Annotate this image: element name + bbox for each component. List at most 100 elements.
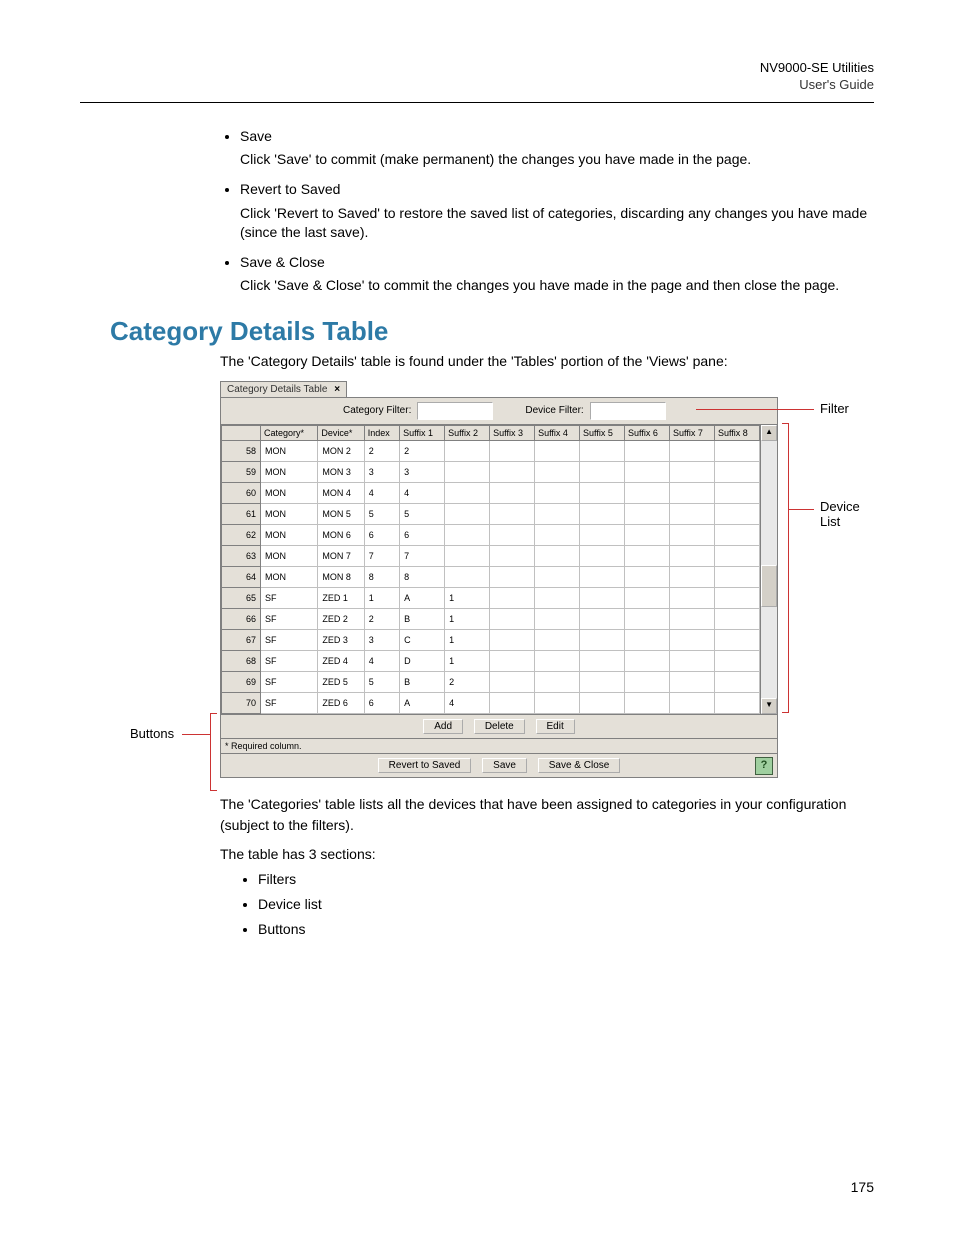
table-row[interactable]: 70SFZED 66A4: [222, 692, 760, 713]
cell[interactable]: [580, 545, 625, 566]
cell[interactable]: ZED 2: [318, 608, 364, 629]
cell[interactable]: SF: [261, 692, 318, 713]
cell[interactable]: 8: [364, 566, 399, 587]
save-button[interactable]: Save: [482, 758, 527, 773]
cell[interactable]: [669, 671, 714, 692]
cell[interactable]: [714, 671, 759, 692]
cell[interactable]: [580, 692, 625, 713]
cell[interactable]: MON: [261, 482, 318, 503]
table-row[interactable]: 59MONMON 333: [222, 461, 760, 482]
help-icon[interactable]: ?: [755, 757, 773, 775]
cell[interactable]: [445, 566, 490, 587]
table-row[interactable]: 60MONMON 444: [222, 482, 760, 503]
cell[interactable]: 3: [364, 461, 399, 482]
cell[interactable]: MON 3: [318, 461, 364, 482]
cell[interactable]: [625, 440, 670, 461]
cell[interactable]: [490, 503, 535, 524]
cell[interactable]: [625, 671, 670, 692]
cell[interactable]: [445, 482, 490, 503]
cell[interactable]: [490, 671, 535, 692]
cell[interactable]: 2: [400, 440, 445, 461]
cell[interactable]: [580, 629, 625, 650]
cell[interactable]: [535, 629, 580, 650]
cell[interactable]: [669, 440, 714, 461]
cell[interactable]: 5: [400, 503, 445, 524]
cell[interactable]: 1: [364, 587, 399, 608]
cell[interactable]: [714, 440, 759, 461]
cell[interactable]: [490, 440, 535, 461]
cell[interactable]: [714, 587, 759, 608]
cell[interactable]: MON: [261, 440, 318, 461]
cell[interactable]: [535, 545, 580, 566]
cell[interactable]: [580, 608, 625, 629]
cell[interactable]: MON: [261, 461, 318, 482]
cell[interactable]: [669, 482, 714, 503]
cell[interactable]: [580, 587, 625, 608]
cell[interactable]: [625, 692, 670, 713]
cell[interactable]: [535, 692, 580, 713]
cell[interactable]: [625, 566, 670, 587]
scroll-up-icon[interactable]: ▲: [761, 425, 777, 441]
cell[interactable]: [669, 461, 714, 482]
cell[interactable]: [535, 671, 580, 692]
scroll-down-icon[interactable]: ▼: [761, 698, 777, 714]
cell[interactable]: [535, 440, 580, 461]
cell[interactable]: 4: [364, 650, 399, 671]
table-row[interactable]: 68SFZED 44D1: [222, 650, 760, 671]
cell[interactable]: [490, 524, 535, 545]
cell[interactable]: 4: [400, 482, 445, 503]
table-row[interactable]: 62MONMON 666: [222, 524, 760, 545]
table-row[interactable]: 63MONMON 777: [222, 545, 760, 566]
cell[interactable]: [490, 482, 535, 503]
device-filter-input[interactable]: [590, 402, 666, 420]
cell[interactable]: [625, 461, 670, 482]
delete-button[interactable]: Delete: [474, 719, 525, 734]
scrollbar[interactable]: ▲ ▼: [760, 425, 777, 714]
cell[interactable]: [535, 587, 580, 608]
cell[interactable]: [714, 545, 759, 566]
scroll-thumb[interactable]: [761, 565, 777, 607]
cell[interactable]: MON 4: [318, 482, 364, 503]
edit-button[interactable]: Edit: [536, 719, 575, 734]
cell[interactable]: [535, 482, 580, 503]
cell[interactable]: [625, 545, 670, 566]
cell[interactable]: 6: [364, 524, 399, 545]
cell[interactable]: [669, 692, 714, 713]
cell[interactable]: [535, 524, 580, 545]
cell[interactable]: [669, 608, 714, 629]
cell[interactable]: 8: [400, 566, 445, 587]
cell[interactable]: [535, 608, 580, 629]
cell[interactable]: 7: [364, 545, 399, 566]
cell[interactable]: MON: [261, 566, 318, 587]
cell[interactable]: SF: [261, 608, 318, 629]
cell[interactable]: [669, 650, 714, 671]
save-close-button[interactable]: Save & Close: [538, 758, 621, 773]
cell[interactable]: [714, 461, 759, 482]
cell[interactable]: SF: [261, 671, 318, 692]
cell[interactable]: B: [400, 608, 445, 629]
cell[interactable]: C: [400, 629, 445, 650]
cell[interactable]: [490, 608, 535, 629]
cell[interactable]: 3: [364, 629, 399, 650]
cell[interactable]: 1: [445, 629, 490, 650]
cell[interactable]: [714, 650, 759, 671]
cell[interactable]: [580, 650, 625, 671]
cell[interactable]: ZED 6: [318, 692, 364, 713]
cell[interactable]: [580, 503, 625, 524]
cell[interactable]: [445, 440, 490, 461]
table-row[interactable]: 66SFZED 22B1: [222, 608, 760, 629]
cell[interactable]: MON 7: [318, 545, 364, 566]
cell[interactable]: 4: [445, 692, 490, 713]
cell[interactable]: 2: [445, 671, 490, 692]
cell[interactable]: [669, 524, 714, 545]
cell[interactable]: [625, 482, 670, 503]
cell[interactable]: [669, 566, 714, 587]
cell[interactable]: [535, 503, 580, 524]
cell[interactable]: [714, 608, 759, 629]
cell[interactable]: [535, 461, 580, 482]
add-button[interactable]: Add: [423, 719, 463, 734]
cell[interactable]: MON 5: [318, 503, 364, 524]
cell[interactable]: A: [400, 587, 445, 608]
window-tab[interactable]: Category Details Table ×: [220, 381, 347, 397]
cell[interactable]: ZED 4: [318, 650, 364, 671]
